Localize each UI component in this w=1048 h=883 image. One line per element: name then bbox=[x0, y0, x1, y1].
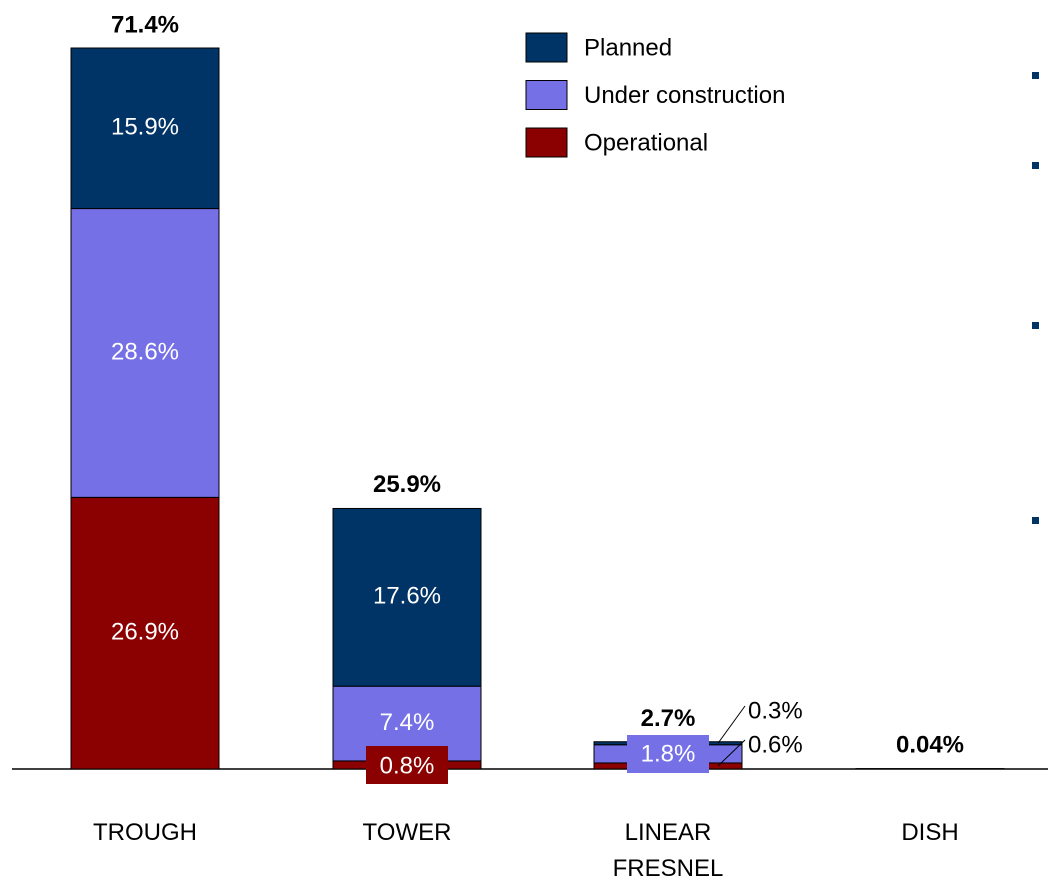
legend-swatch bbox=[525, 32, 568, 63]
legend-label: Under construction bbox=[584, 82, 785, 109]
legend-label: Planned bbox=[584, 34, 672, 61]
total-label: 71.4% bbox=[111, 11, 179, 38]
bar-segment bbox=[70, 496, 220, 770]
x-tick-label: TOWER bbox=[362, 819, 452, 846]
value-label: 28.6% bbox=[111, 338, 179, 365]
value-label: 0.3% bbox=[748, 697, 803, 724]
leader-line bbox=[717, 705, 746, 744]
bar-segment bbox=[70, 47, 220, 210]
value-label: 26.9% bbox=[111, 619, 179, 646]
bullet bbox=[1032, 517, 1039, 524]
total-label: 25.9% bbox=[373, 471, 441, 498]
value-label: 1.8% bbox=[641, 740, 696, 767]
x-tick-label: LINEAR FRESNEL bbox=[612, 819, 724, 882]
legend-swatch bbox=[525, 80, 568, 110]
bullet bbox=[1032, 72, 1039, 79]
legend-label: Operational bbox=[584, 129, 708, 156]
bullet bbox=[1032, 162, 1039, 169]
bullet bbox=[1032, 322, 1039, 329]
leader-line bbox=[717, 739, 746, 767]
total-label: 0.04% bbox=[896, 731, 964, 758]
label-box bbox=[627, 735, 709, 773]
bar-segment bbox=[70, 208, 220, 498]
value-label: 0.6% bbox=[748, 731, 803, 758]
legend-swatch bbox=[525, 127, 568, 158]
value-label: 0.8% bbox=[380, 752, 435, 779]
value-label: 15.9% bbox=[111, 114, 179, 141]
label-box bbox=[366, 746, 448, 784]
value-label: 7.4% bbox=[380, 709, 435, 736]
x-tick-label: DISH bbox=[901, 819, 959, 846]
total-label: 2.7% bbox=[641, 705, 696, 732]
value-label: 17.6% bbox=[373, 583, 441, 610]
x-tick-label: TROUGH bbox=[93, 819, 197, 846]
bar-segment bbox=[332, 507, 482, 687]
